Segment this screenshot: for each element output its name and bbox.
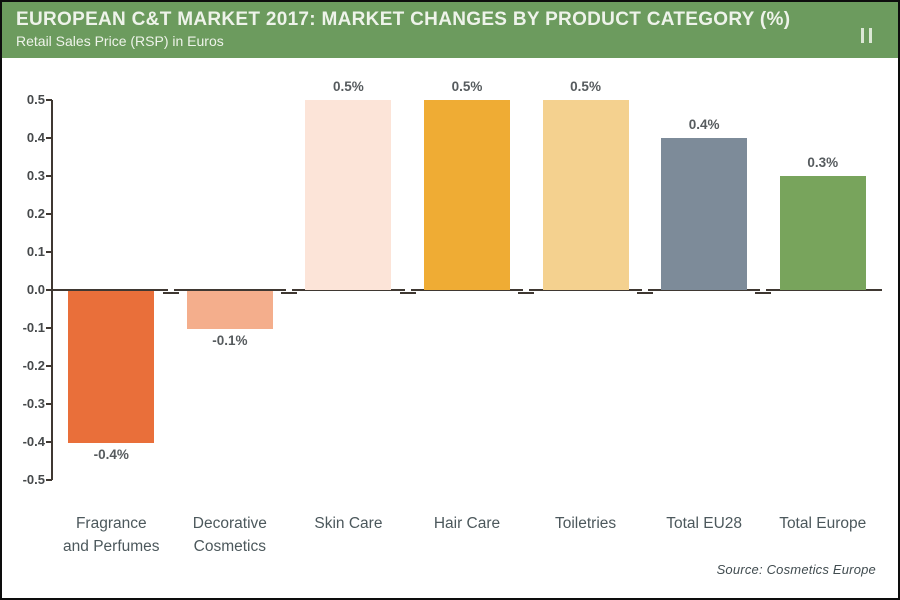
y-tick-label: 0.3 xyxy=(26,168,45,183)
bar-value-label: 0.5% xyxy=(570,79,601,94)
x-axis-baseline xyxy=(52,289,168,291)
y-tick-mark xyxy=(46,99,52,101)
x-axis-baseline xyxy=(647,289,761,291)
y-tick-label: -0.3 xyxy=(22,396,45,411)
pause-bar-right xyxy=(869,28,872,43)
y-tick-mark xyxy=(46,479,52,481)
y-tick-mark xyxy=(46,213,52,215)
category-label: Skin Care xyxy=(314,515,383,532)
x-axis-tick xyxy=(162,292,179,294)
x-axis-baseline xyxy=(292,289,405,291)
bar-value-label: 0.3% xyxy=(807,155,839,170)
y-tick-label: 0.4 xyxy=(26,130,45,145)
x-axis-tick xyxy=(755,292,772,294)
bar-value-label: -0.1% xyxy=(212,333,248,348)
bar-value-label: 0.5% xyxy=(451,79,483,94)
pause-bar-left xyxy=(861,28,864,43)
chart-title: EUROPEAN C&T MARKET 2017: MARKET CHANGES… xyxy=(16,9,791,30)
bar-toiletries xyxy=(542,100,629,290)
y-tick-label: -0.5 xyxy=(22,472,45,487)
bar-total-eu28 xyxy=(661,138,748,290)
y-tick-label: 0.2 xyxy=(26,206,45,221)
y-tick-label: 0.5 xyxy=(26,92,45,107)
x-axis-tick xyxy=(636,292,653,294)
y-tick-label: 0.0 xyxy=(26,282,45,297)
y-tick-mark xyxy=(46,365,52,367)
bar-hair-care xyxy=(424,100,510,290)
y-tick-label: -0.2 xyxy=(22,358,45,373)
y-tick-mark xyxy=(46,403,52,405)
x-axis-tick xyxy=(281,292,298,294)
pause-icon[interactable] xyxy=(861,28,872,43)
y-tick-mark xyxy=(46,137,52,139)
bar-value-label: 0.5% xyxy=(333,79,364,94)
x-axis-baseline xyxy=(173,289,287,291)
x-axis-tick xyxy=(518,292,535,294)
category-label: Hair Care xyxy=(433,515,501,532)
category-label: Fragrance and Perfumes xyxy=(63,515,160,556)
y-tick-label: -0.4 xyxy=(22,434,45,449)
y-tick-mark xyxy=(46,327,52,329)
source-note: Source: Cosmetics Europe xyxy=(716,562,876,577)
chart-header: EUROPEAN C&T MARKET 2017: MARKET CHANGES… xyxy=(2,2,898,58)
y-tick-mark xyxy=(46,289,52,291)
chart-subtitle: Retail Sales Price (RSP) in Euros xyxy=(16,32,224,49)
bar-fragrance-and-perfumes xyxy=(68,291,155,443)
bar-total-europe xyxy=(779,176,866,290)
bar-decorative-cosmetics xyxy=(186,291,273,329)
y-tick-label: 0.1 xyxy=(26,244,45,259)
y-tick-label: -0.1 xyxy=(22,320,45,335)
category-label: Toiletries xyxy=(554,515,617,532)
category-label: Decorative Cosmetics xyxy=(192,515,267,556)
category-label: Total Europe xyxy=(779,515,867,532)
category-label: Total EU28 xyxy=(666,515,743,532)
y-tick-mark xyxy=(46,175,52,177)
x-axis-baseline xyxy=(529,289,642,291)
y-tick-mark xyxy=(46,441,52,443)
x-axis-tick xyxy=(399,292,416,294)
bar-value-label: 0.4% xyxy=(688,117,720,132)
bar-value-label: -0.4% xyxy=(93,447,129,462)
x-axis-baseline xyxy=(410,289,524,291)
bar-skin-care xyxy=(305,100,392,290)
x-axis-baseline xyxy=(766,289,882,291)
y-tick-mark xyxy=(46,251,52,253)
